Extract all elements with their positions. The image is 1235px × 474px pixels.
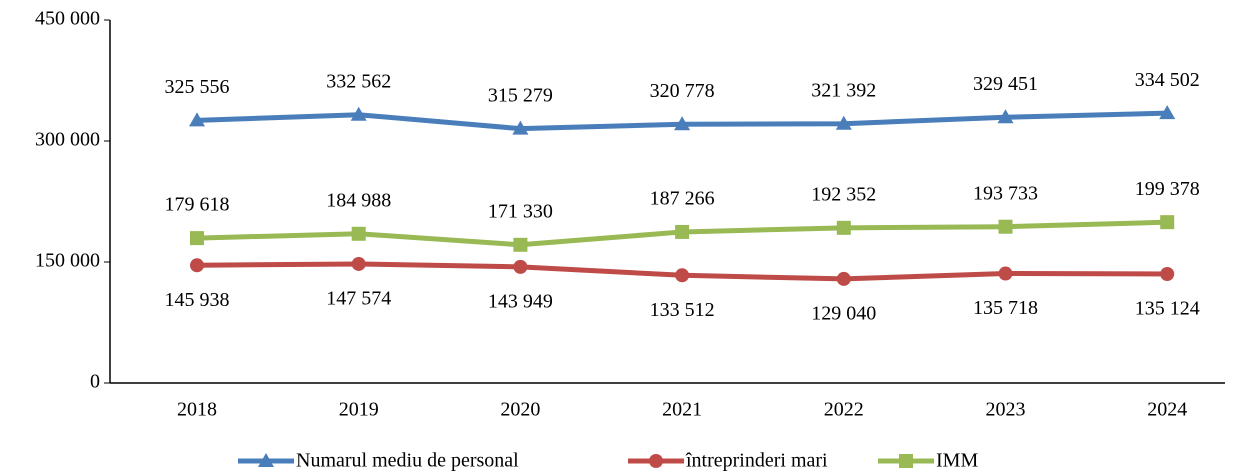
y-tick-label: 300 000 (35, 129, 100, 151)
data-label: 315 279 (488, 84, 553, 106)
legend-label: întreprinderi mari (685, 450, 828, 472)
point (1159, 105, 1176, 120)
point (836, 220, 851, 235)
data-label: 135 124 (1135, 298, 1200, 320)
legend-label: Numarul mediu de personal (296, 450, 519, 472)
point (675, 224, 690, 239)
x-tick-label: 2021 (662, 399, 702, 421)
data-label: 129 040 (811, 303, 876, 325)
legend-marker (899, 454, 913, 468)
data-label: 320 778 (650, 80, 715, 102)
x-tick-label: 2024 (1147, 399, 1187, 421)
data-label: 329 451 (973, 73, 1038, 95)
data-label: 135 718 (973, 297, 1038, 319)
y-tick-label: 0 (90, 371, 100, 393)
point (190, 258, 204, 273)
data-label: 192 352 (811, 183, 876, 205)
point (1160, 215, 1175, 230)
point (190, 231, 204, 246)
y-tick-label: 150 000 (35, 250, 100, 272)
x-tick-label: 2022 (824, 399, 864, 421)
data-label: 334 502 (1135, 69, 1200, 91)
data-label: 199 378 (1135, 178, 1200, 200)
point (1160, 266, 1175, 281)
legend-label: IMM (936, 450, 978, 472)
x-tick-label: 2023 (986, 399, 1026, 421)
x-tick-label: 2020 (500, 399, 540, 421)
point (513, 237, 528, 252)
point (351, 256, 366, 271)
data-label: 332 562 (326, 70, 391, 92)
point (512, 120, 529, 135)
data-label: 193 733 (973, 182, 1038, 204)
data-label: 187 266 (650, 188, 715, 210)
point (351, 226, 366, 241)
data-label: 145 938 (165, 289, 230, 311)
data-label: 179 618 (165, 194, 230, 216)
point (998, 266, 1013, 281)
point (997, 109, 1014, 124)
data-label: 184 988 (326, 189, 391, 211)
data-label: 133 512 (650, 299, 715, 321)
point (675, 268, 690, 283)
data-label: 147 574 (326, 288, 391, 310)
data-label: 325 556 (165, 76, 230, 98)
point (998, 219, 1013, 234)
data-label: 171 330 (488, 200, 553, 222)
point (350, 106, 367, 121)
point (513, 259, 528, 274)
legend-marker (649, 454, 663, 468)
x-tick-label: 2019 (339, 399, 379, 421)
data-label: 321 392 (811, 79, 876, 101)
y-tick-label: 450 000 (35, 8, 100, 30)
data-label: 143 949 (488, 290, 553, 312)
point (189, 112, 205, 127)
point (836, 271, 851, 286)
x-tick-label: 2018 (177, 399, 217, 421)
point (674, 116, 691, 131)
point (835, 115, 852, 130)
legend-marker (258, 453, 274, 467)
